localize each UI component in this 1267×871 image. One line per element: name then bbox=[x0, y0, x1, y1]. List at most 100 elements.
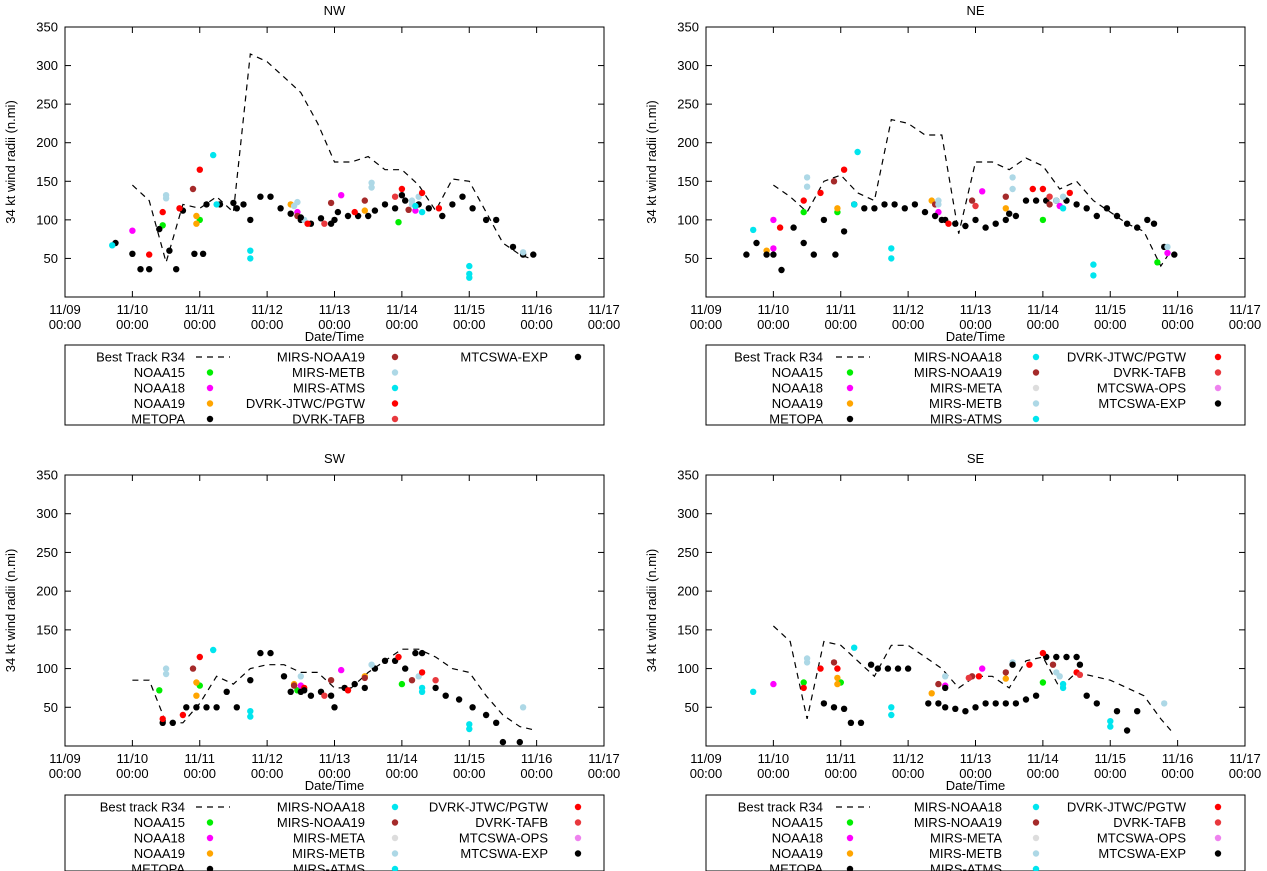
legend-entry-label: MIRS-META bbox=[293, 831, 365, 846]
legend-entry-label: MIRS-ATMS bbox=[930, 862, 1002, 871]
series-metopa bbox=[820, 653, 1141, 734]
data-point bbox=[1161, 700, 1168, 707]
legend-marker bbox=[846, 834, 854, 842]
y-tick-label: 150 bbox=[36, 174, 58, 189]
x-tick-label-date: 11/14 bbox=[386, 751, 418, 766]
data-point bbox=[1053, 197, 1060, 204]
data-point bbox=[1083, 692, 1090, 699]
data-point bbox=[803, 183, 811, 190]
x-tick-label-time: 00:00 bbox=[318, 317, 351, 332]
data-point bbox=[395, 653, 402, 661]
data-point bbox=[193, 212, 200, 220]
data-point bbox=[1063, 653, 1070, 661]
data-point bbox=[381, 657, 389, 664]
data-point bbox=[1066, 189, 1074, 197]
chart-panel-sw: SW5010015020025030035011/0900:0011/1000:… bbox=[3, 451, 620, 871]
data-point bbox=[247, 216, 254, 224]
x-tick-label-date: 11/17 bbox=[588, 302, 620, 317]
legend-marker bbox=[846, 819, 854, 826]
y-tick-label: 350 bbox=[677, 20, 699, 35]
x-axis-label: Date/Time bbox=[305, 778, 364, 793]
legend-marker bbox=[574, 803, 582, 811]
data-point bbox=[1093, 212, 1101, 220]
legend-marker bbox=[391, 819, 399, 826]
data-point bbox=[297, 673, 304, 680]
x-tick-label-date: 11/13 bbox=[319, 302, 351, 317]
data-point bbox=[466, 725, 473, 733]
data-point bbox=[173, 266, 180, 273]
data-point bbox=[137, 266, 144, 273]
data-point bbox=[159, 208, 166, 216]
data-point bbox=[193, 220, 200, 227]
y-tick-label: 200 bbox=[36, 135, 58, 150]
data-point bbox=[482, 216, 490, 224]
data-point bbox=[331, 704, 338, 711]
data-point bbox=[1022, 696, 1030, 703]
series-dvrk-tafb bbox=[321, 677, 439, 699]
x-tick-label-date: 11/16 bbox=[521, 751, 553, 766]
x-tick-label-time: 00:00 bbox=[453, 317, 486, 332]
data-point bbox=[840, 166, 848, 173]
data-point bbox=[519, 249, 527, 256]
legend-entry-label: Best track R34 bbox=[100, 800, 185, 815]
legend-entry-label: MTCSWA-EXP bbox=[460, 846, 548, 861]
x-tick-label-time: 00:00 bbox=[757, 766, 790, 781]
data-point bbox=[1073, 653, 1080, 661]
chart-panel-ne: NE5010015020025030035011/0900:0011/1000:… bbox=[644, 3, 1261, 427]
data-point bbox=[368, 179, 375, 186]
x-tick-label-date: 11/15 bbox=[1094, 302, 1126, 317]
data-point bbox=[425, 205, 432, 212]
legend-marker bbox=[1214, 850, 1222, 857]
data-point bbox=[435, 205, 443, 212]
x-tick-label-date: 11/16 bbox=[1162, 302, 1194, 317]
x-tick-label-time: 00:00 bbox=[1094, 766, 1127, 781]
data-point bbox=[952, 705, 959, 712]
data-point bbox=[469, 205, 476, 212]
x-tick-label-time: 00:00 bbox=[892, 317, 925, 332]
data-point bbox=[979, 188, 986, 195]
legend-entry-label: METOPA bbox=[131, 862, 185, 871]
data-point bbox=[1026, 661, 1033, 668]
data-point bbox=[203, 201, 210, 208]
data-point bbox=[334, 208, 342, 216]
data-point bbox=[240, 201, 247, 208]
data-point bbox=[1002, 669, 1009, 676]
x-tick-label-date: 11/15 bbox=[453, 302, 485, 317]
legend-entry-label: MIRS-NOAA19 bbox=[277, 815, 365, 830]
data-point bbox=[327, 677, 335, 684]
data-point bbox=[338, 666, 345, 674]
legend-marker bbox=[846, 369, 854, 376]
chart-title: SE bbox=[967, 451, 985, 466]
best-track-line bbox=[773, 118, 1172, 268]
legend-marker bbox=[1032, 865, 1040, 871]
y-tick-label: 250 bbox=[36, 97, 58, 112]
data-point bbox=[418, 688, 426, 695]
legend-entry-label: MIRS-NOAA19 bbox=[277, 350, 365, 365]
legend-marker bbox=[206, 865, 214, 871]
legend-entry-label: MTCSWA-EXP bbox=[1098, 846, 1186, 861]
legend-marker bbox=[391, 834, 399, 842]
data-point bbox=[146, 266, 153, 273]
data-point bbox=[169, 719, 176, 726]
legend-entry-label: Best track R34 bbox=[738, 800, 823, 815]
y-tick-label: 350 bbox=[677, 468, 699, 483]
data-point bbox=[840, 228, 848, 235]
data-point bbox=[412, 649, 419, 657]
x-axis-label: Date/Time bbox=[305, 329, 364, 344]
legend-marker bbox=[391, 400, 399, 407]
data-point bbox=[832, 251, 839, 258]
data-point bbox=[391, 205, 399, 212]
data-point bbox=[1002, 675, 1009, 682]
data-point bbox=[280, 673, 288, 680]
data-point bbox=[408, 677, 416, 684]
x-tick-label-date: 11/10 bbox=[758, 751, 790, 766]
legend-marker bbox=[846, 865, 854, 871]
data-point bbox=[210, 151, 217, 159]
data-point bbox=[223, 688, 230, 695]
x-tick-label-date: 11/11 bbox=[825, 751, 856, 766]
data-point bbox=[972, 216, 979, 224]
data-point bbox=[1123, 220, 1131, 227]
series-dvrk-jtwc-pgtw bbox=[146, 166, 443, 258]
data-point bbox=[1090, 272, 1097, 279]
data-point bbox=[968, 197, 976, 204]
